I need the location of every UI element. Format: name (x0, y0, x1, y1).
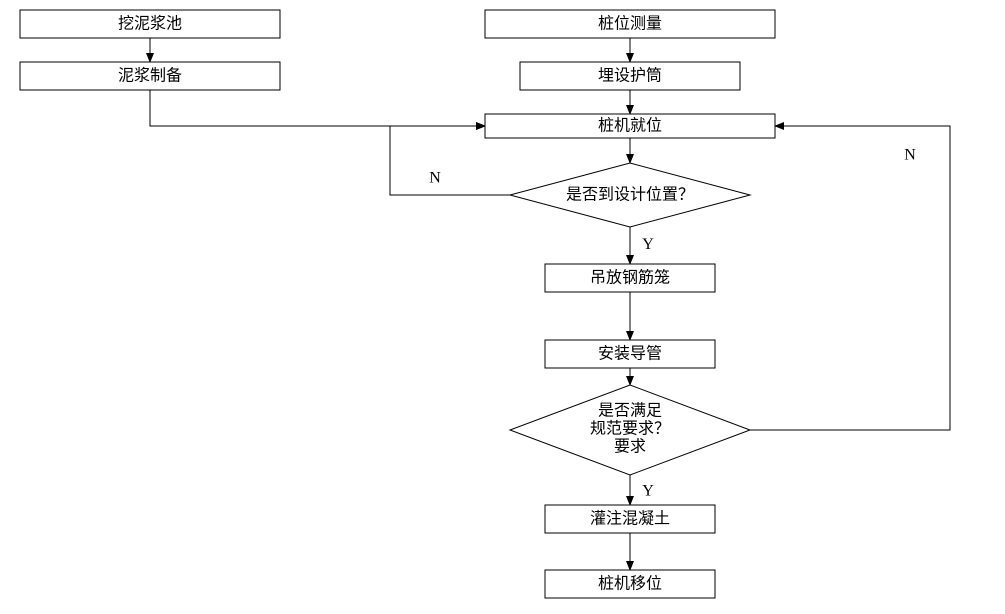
svg-text:Y: Y (642, 236, 654, 253)
svg-text:规范要求？: 规范要求？ (590, 420, 670, 438)
svg-text:埋设护筒: 埋设护筒 (598, 67, 662, 85)
svg-text:N: N (904, 147, 916, 164)
svg-text:N: N (429, 170, 441, 187)
svg-text:桩机移位: 桩机移位 (598, 575, 662, 593)
svg-text:是否到设计位置？: 是否到设计位置？ (566, 186, 694, 204)
svg-text:泥浆制备: 泥浆制备 (118, 67, 182, 85)
svg-text:挖泥浆池: 挖泥浆池 (118, 15, 182, 33)
flowchart: 挖泥浆池泥浆制备 桩位测量埋设护筒桩机就位是否到设计位置？ 吊放钢筋笼安装导管是否满… (0, 0, 1005, 614)
svg-text:Y: Y (642, 483, 654, 500)
svg-text:桩机就位: 桩机就位 (598, 117, 662, 135)
svg-text:桩位测量: 桩位测量 (598, 15, 662, 33)
svg-text:要求: 要求 (614, 438, 646, 456)
svg-text:是否满足: 是否满足 (598, 402, 662, 420)
svg-text:灌注混凝土: 灌注混凝土 (590, 510, 670, 528)
svg-text:吊放钢筋笼: 吊放钢筋笼 (590, 269, 670, 287)
svg-text:安装导管: 安装导管 (598, 345, 662, 363)
edge (150, 90, 485, 126)
edge (750, 126, 950, 430)
